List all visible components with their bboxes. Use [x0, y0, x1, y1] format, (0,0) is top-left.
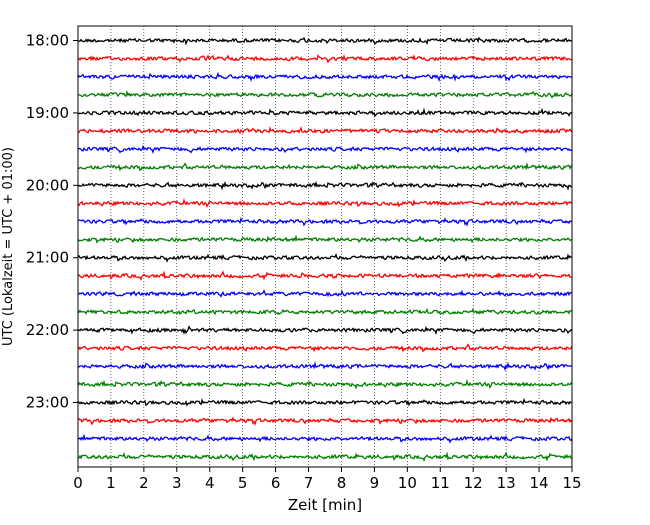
trace-line — [77, 252, 573, 263]
trace-line — [77, 397, 573, 407]
trace-line — [77, 180, 573, 191]
y-axis: 18:00 19:00 20:00 21:00 22:00 23:00 — [26, 32, 78, 412]
x-tick-label: 4 — [205, 474, 215, 492]
plot-frame — [77, 25, 573, 468]
trace-line — [77, 216, 573, 227]
x-tick-label: 3 — [172, 474, 182, 492]
x-tick-label: 1 — [106, 474, 116, 492]
y-tick-label: 23:00 — [26, 394, 69, 412]
x-tick-label: 2 — [139, 474, 149, 492]
trace-line — [77, 107, 573, 118]
x-tick-label: 11 — [431, 474, 450, 492]
trace-line — [77, 343, 573, 353]
x-tick-label: 9 — [370, 474, 380, 492]
trace-line — [77, 360, 573, 372]
trace-line — [77, 451, 573, 462]
trace-line — [77, 378, 573, 390]
y-tick-label: 19:00 — [26, 104, 69, 122]
x-tick-label: 5 — [238, 474, 248, 492]
x-tick-label: 14 — [530, 474, 549, 492]
trace-line — [77, 54, 573, 64]
trace-line — [77, 71, 573, 82]
x-tick-label: 8 — [337, 474, 347, 492]
x-tick-label: 10 — [398, 474, 417, 492]
trace-line — [77, 197, 573, 208]
trace-line — [77, 307, 573, 316]
trace-line — [77, 288, 573, 298]
y-tick-label: 21:00 — [26, 249, 69, 267]
trace-line — [77, 126, 573, 134]
grid-lines — [110, 26, 540, 467]
y-tick-label: 20:00 — [26, 176, 69, 194]
x-axis: 0 1 2 3 4 5 6 7 8 9 10 11 12 13 14 15 — [73, 467, 582, 492]
x-tick-label: 7 — [304, 474, 314, 492]
x-tick-label: 15 — [562, 474, 581, 492]
x-tick-label: 0 — [73, 474, 83, 492]
x-axis-title: Zeit [min] — [288, 496, 362, 514]
trace-line — [77, 234, 573, 244]
trace-line — [77, 36, 573, 46]
trace-line — [77, 433, 573, 444]
x-tick-label: 6 — [271, 474, 281, 492]
x-tick-label: 13 — [497, 474, 516, 492]
x-tick-label: 12 — [464, 474, 483, 492]
trace-line — [77, 416, 573, 426]
trace-line — [77, 90, 573, 99]
y-axis-title: UTC (Lokalzeit = UTC + 01:00) — [1, 147, 16, 346]
trace-line — [77, 270, 573, 281]
trace-line — [77, 144, 573, 155]
y-tick-label: 18:00 — [26, 32, 69, 50]
y-tick-label: 22:00 — [26, 321, 69, 339]
trace-group — [77, 36, 573, 462]
trace-line — [77, 325, 573, 336]
trace-line — [77, 161, 573, 172]
